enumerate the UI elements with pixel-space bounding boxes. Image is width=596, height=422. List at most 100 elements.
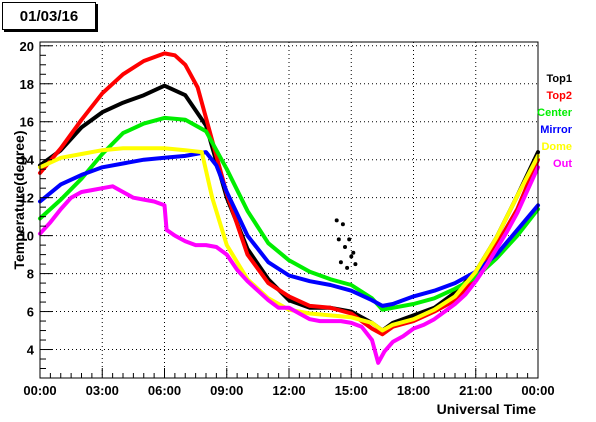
data-point bbox=[204, 116, 208, 120]
data-point bbox=[380, 332, 384, 336]
data-point bbox=[183, 239, 187, 243]
x-tick-label: 09:00 bbox=[210, 383, 243, 398]
data-point bbox=[142, 158, 146, 162]
series-line bbox=[38, 146, 540, 333]
data-point bbox=[183, 148, 187, 152]
data-point bbox=[100, 91, 104, 95]
data-point bbox=[111, 184, 115, 188]
data-point bbox=[401, 334, 405, 338]
data-point bbox=[183, 154, 187, 158]
data-point bbox=[318, 319, 322, 323]
y-tick-label: 8 bbox=[27, 267, 34, 282]
data-point bbox=[235, 268, 239, 272]
data-point bbox=[380, 308, 384, 312]
data-point bbox=[163, 156, 166, 160]
y-tick-label: 16 bbox=[20, 115, 34, 130]
data-point bbox=[370, 298, 374, 302]
data-point bbox=[100, 186, 104, 190]
data-point bbox=[121, 101, 125, 105]
data-point bbox=[329, 313, 332, 317]
y-tick-label: 6 bbox=[27, 305, 34, 320]
data-point bbox=[121, 131, 125, 135]
data-point bbox=[495, 236, 498, 239]
data-point bbox=[80, 190, 83, 194]
data-point bbox=[463, 293, 467, 296]
series-mirror bbox=[38, 150, 540, 308]
data-point bbox=[349, 321, 353, 325]
data-point bbox=[59, 198, 63, 202]
data-point bbox=[474, 270, 478, 274]
data-point bbox=[343, 245, 347, 249]
data-point bbox=[360, 325, 364, 329]
data-point bbox=[142, 59, 146, 63]
tick-layer: 4 6 8 10 12 14 16 18 20 00:00 03:00 06:00 09:00 12:00… bbox=[20, 39, 555, 398]
data-point bbox=[59, 182, 63, 186]
data-point bbox=[412, 317, 415, 321]
data-point bbox=[246, 279, 249, 283]
data-point bbox=[163, 146, 166, 150]
data-point bbox=[277, 306, 281, 310]
legend-entry: Out bbox=[553, 158, 572, 170]
data-point bbox=[100, 165, 104, 169]
data-point bbox=[100, 110, 104, 114]
data-point bbox=[287, 298, 291, 302]
data-point bbox=[376, 361, 380, 365]
series-line bbox=[38, 83, 540, 333]
data-point bbox=[200, 150, 204, 154]
data-point bbox=[163, 203, 166, 207]
data-point bbox=[100, 152, 104, 156]
data-point bbox=[432, 308, 436, 312]
data-point bbox=[69, 196, 73, 200]
data-point bbox=[100, 148, 104, 152]
data-point bbox=[246, 209, 249, 213]
data-point bbox=[474, 279, 478, 283]
series-layer bbox=[38, 51, 540, 365]
data-point bbox=[131, 196, 135, 200]
data-point bbox=[349, 315, 353, 319]
data-point bbox=[80, 152, 83, 156]
data-point bbox=[80, 125, 83, 129]
data-point bbox=[453, 281, 457, 285]
data-point bbox=[329, 277, 332, 281]
data-point bbox=[515, 228, 519, 232]
y-tick-label: 4 bbox=[27, 343, 35, 358]
data-point bbox=[432, 289, 436, 293]
x-axis-title: Universal Time bbox=[437, 401, 537, 417]
x-tick-label: 12:00 bbox=[272, 383, 305, 398]
data-point bbox=[453, 294, 457, 298]
data-point bbox=[505, 230, 509, 234]
data-point bbox=[297, 312, 301, 315]
chart-title: 01/03/16 bbox=[2, 2, 96, 30]
data-point bbox=[225, 167, 229, 171]
data-point bbox=[391, 323, 395, 327]
legend-entry: Center bbox=[537, 107, 573, 119]
y-tick-label: 10 bbox=[20, 229, 34, 244]
data-point bbox=[142, 198, 146, 202]
data-point bbox=[412, 313, 415, 317]
data-point bbox=[80, 118, 83, 122]
data-point bbox=[183, 118, 187, 122]
x-tick-label: 15:00 bbox=[335, 383, 368, 398]
data-point bbox=[351, 250, 356, 255]
series-line bbox=[38, 165, 540, 365]
data-point bbox=[345, 265, 350, 270]
data-point bbox=[256, 289, 260, 293]
data-point bbox=[183, 93, 187, 97]
data-point bbox=[142, 122, 146, 126]
legend-entry: Top2 bbox=[547, 90, 572, 102]
data-point bbox=[495, 247, 498, 251]
data-point bbox=[353, 262, 358, 267]
data-point bbox=[308, 312, 312, 315]
data-point bbox=[308, 317, 312, 321]
data-point bbox=[453, 287, 457, 291]
data-point bbox=[196, 86, 200, 90]
data-point bbox=[339, 319, 343, 323]
data-point bbox=[121, 72, 125, 76]
grid-layer bbox=[39, 42, 539, 378]
data-point bbox=[329, 319, 332, 323]
y-tick-label: 20 bbox=[20, 39, 34, 54]
data-point bbox=[210, 196, 214, 200]
series-black-scatter bbox=[334, 218, 358, 270]
legend-entry: Dome bbox=[541, 141, 572, 153]
data-point bbox=[163, 116, 166, 120]
